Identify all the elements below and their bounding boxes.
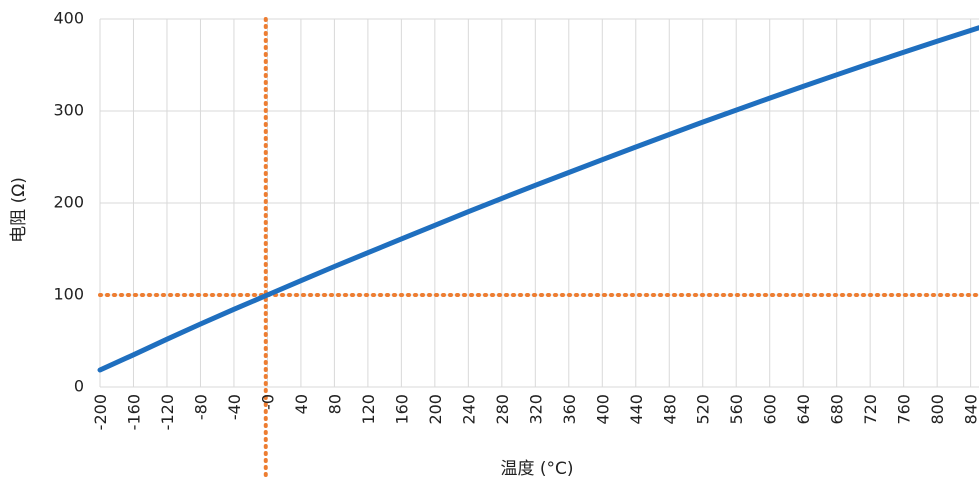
x-tick-label: 200 [426, 394, 445, 425]
x-tick-label: 360 [560, 394, 579, 425]
series-line [97, 25, 979, 373]
y-tick-label: 0 [74, 377, 84, 396]
x-tick-label: 640 [794, 394, 813, 425]
y-tick-label: 400 [53, 9, 84, 28]
x-tick-label: 160 [392, 394, 411, 425]
x-axis-label: 温度 (°C) [500, 459, 573, 479]
x-tick-label: 440 [627, 394, 646, 425]
x-tick-label: 320 [526, 394, 545, 425]
y-tick-labels: 0 100 200 300 400 [53, 9, 84, 396]
x-tick-label: 480 [660, 394, 679, 425]
x-tick-label: 600 [761, 394, 780, 425]
series-layer [97, 25, 979, 373]
y-axis-label: 电阻 (Ω) [9, 177, 29, 243]
x-tick-label: 560 [727, 394, 746, 425]
x-tick-label: 40 [292, 394, 311, 414]
reference-lines [98, 17, 978, 480]
y-tick-label: 100 [53, 285, 84, 304]
x-tick-label: 720 [861, 394, 880, 425]
x-tick-label: 520 [694, 394, 713, 425]
x-tick-label: 240 [459, 394, 478, 425]
x-tick-label: 760 [895, 394, 914, 425]
x-tick-label: 840 [962, 394, 979, 425]
x-tick-label: -80 [191, 394, 210, 420]
y-tick-label: 200 [53, 193, 84, 212]
x-tick-label: 680 [828, 394, 847, 425]
x-tick-label: 280 [493, 394, 512, 425]
x-tick-label: -120 [158, 394, 177, 430]
x-tick-label: 80 [325, 394, 344, 414]
x-tick-label: 400 [593, 394, 612, 425]
x-tick-label: 120 [359, 394, 378, 425]
x-tick-label: -40 [225, 394, 244, 420]
x-tick-label: 800 [928, 394, 947, 425]
x-tick-label: -160 [124, 394, 143, 430]
x-tick-labels: -200 -160 -120 -80 -40 -0 40 80 120 160 200 240 280 3… [91, 394, 979, 430]
y-tick-label: 300 [53, 101, 84, 120]
grid-layer [99, 18, 979, 388]
x-tick-label: -0 [258, 394, 277, 410]
x-tick-label: -200 [91, 394, 110, 430]
